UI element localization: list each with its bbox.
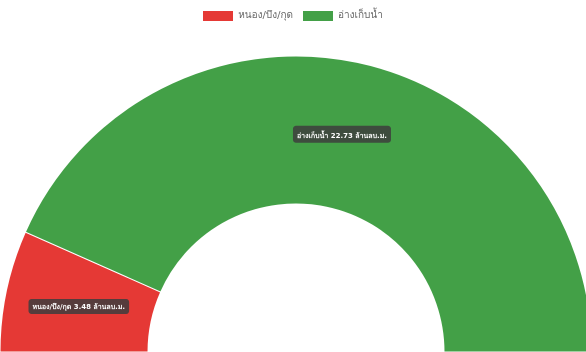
data-label-pond: หนอง/บึง/กุด 3.48 ล้านลบ.ม. [28,299,130,315]
data-label-box [28,299,130,315]
legend-item-reservoir[interactable]: อ่างเก็บน้ำ [303,8,383,23]
legend-label-reservoir: อ่างเก็บน้ำ [338,10,383,21]
legend-item-pond[interactable]: หนอง/บึง/กุด [203,8,293,23]
legend-swatch-reservoir [303,10,334,21]
legend: หนอง/บึง/กุด อ่างเก็บน้ำ [0,8,586,23]
legend-swatch-pond [203,10,234,21]
data-label-text: อ่างเก็บน้ำ 22.73 ล้านลบ.ม. [297,129,387,140]
slice-reservoir[interactable] [24,55,586,352]
data-label-box [292,125,391,143]
data-label-text: หนอง/บึง/กุด 3.48 ล้านลบ.ม. [33,302,126,311]
data-label-reservoir: อ่างเก็บน้ำ 22.73 ล้านลบ.ม. [292,125,391,143]
legend-label-pond: หนอง/บึง/กุด [238,10,294,21]
